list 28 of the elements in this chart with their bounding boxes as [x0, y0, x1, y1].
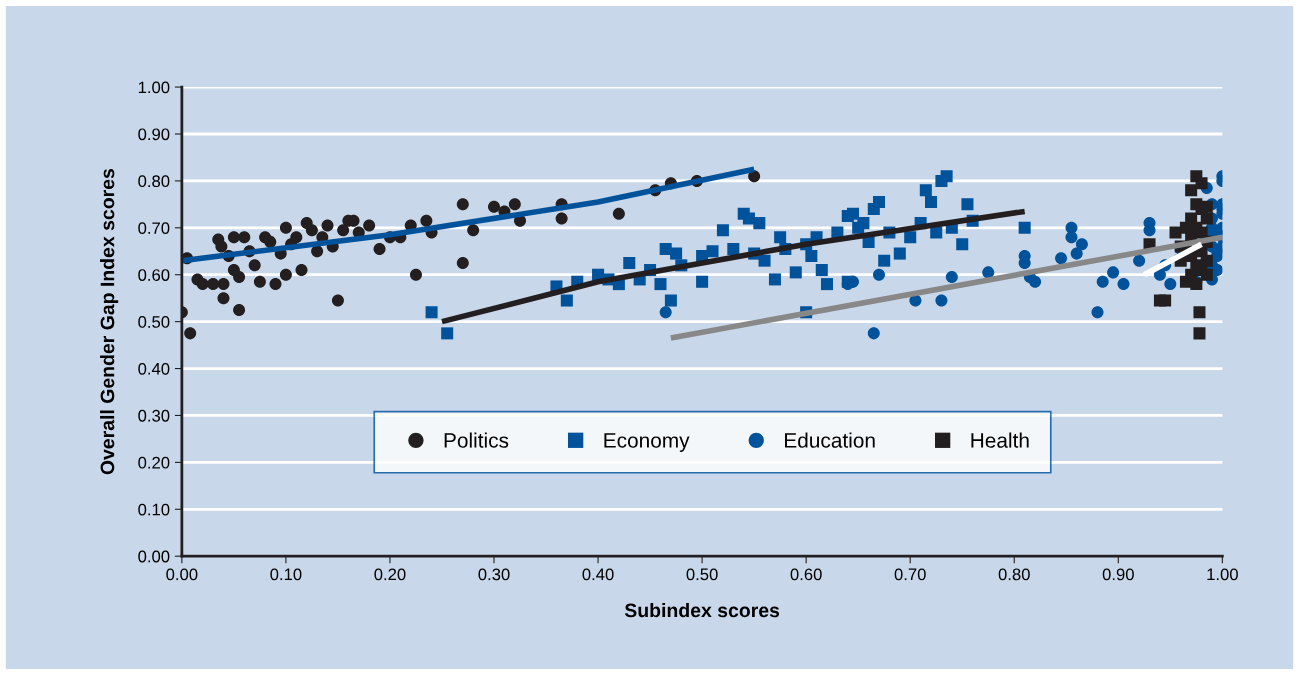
x-tick-label: 0.40	[582, 568, 614, 581]
x-tick-label: 0.90	[1102, 568, 1134, 581]
y-tick-label: 0.70	[138, 222, 170, 235]
y-tick-label: 0.20	[138, 456, 170, 469]
x-axis-title: Subindex scores	[624, 602, 780, 618]
x-tick-label: 0.70	[894, 568, 926, 581]
x-tick-label: 0.20	[374, 568, 406, 581]
y-tick-label: 0.60	[138, 269, 170, 281]
y-tick-label: 0.40	[138, 362, 170, 375]
x-tick-label: 0.30	[478, 568, 510, 581]
y-tick-label: 0.30	[138, 409, 170, 422]
legend-label: Politics	[444, 432, 509, 448]
x-tick-label: 0.10	[270, 568, 302, 581]
x-tick-label: 1.00	[1207, 568, 1238, 581]
y-tick-label: 0.90	[138, 128, 170, 141]
y-tick-label: 1.00	[138, 81, 170, 94]
y-axis-title: Overall Gender Gap Index scores	[100, 168, 119, 475]
legend-label: Education	[785, 432, 875, 448]
y-tick-label: 0.00	[138, 550, 170, 563]
legend-label: Health	[971, 432, 1029, 448]
y-tick-label: 0.50	[138, 316, 170, 328]
x-tick-label: 0.00	[166, 568, 198, 581]
legend-label: Economy	[604, 433, 690, 452]
y-tick-label: 0.80	[138, 175, 170, 188]
y-tick-label: 0.10	[138, 503, 170, 516]
x-tick-label: 0.60	[790, 568, 822, 581]
x-tick-label: 0.80	[998, 568, 1030, 581]
x-tick-label: 0.50	[686, 568, 718, 581]
